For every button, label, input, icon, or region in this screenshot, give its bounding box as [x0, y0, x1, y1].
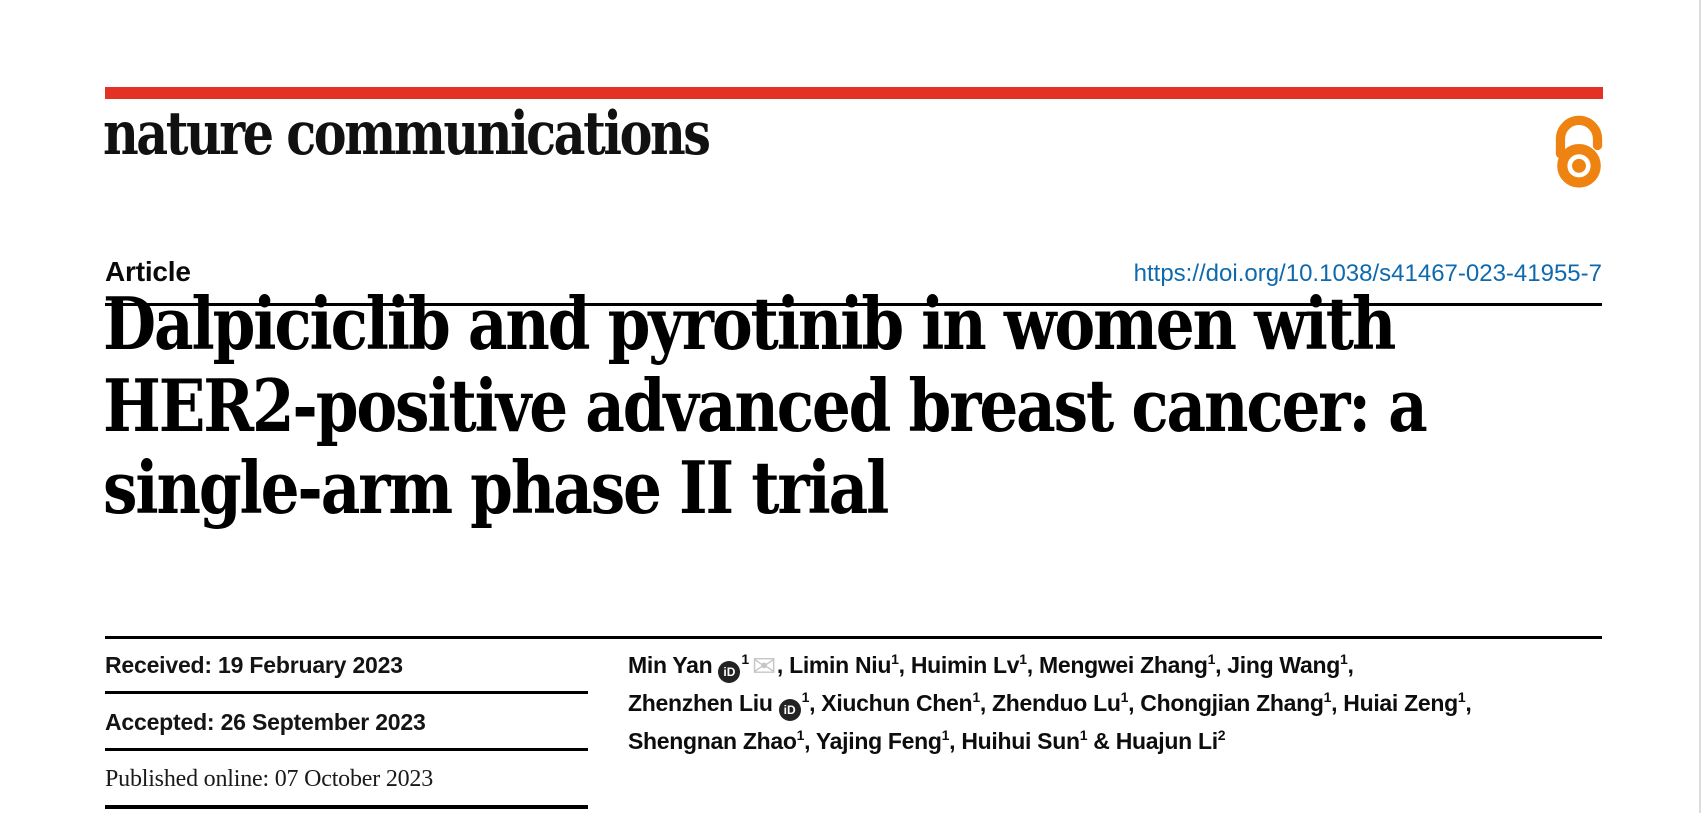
paper-title-line-1: Dalpiciclib and pyrotinib in women with	[103, 281, 1396, 366]
author-name-text: , Zhenduo Lu	[979, 690, 1121, 716]
divider-history-3	[105, 805, 588, 809]
divider-history-2	[105, 748, 588, 751]
affiliation-superscript: 1	[1019, 651, 1027, 667]
affiliation-superscript: 1	[891, 651, 899, 667]
published-date: Published online: 07 October 2023	[105, 766, 434, 792]
author-name-text: ,	[1347, 652, 1354, 678]
email-icon[interactable]: ✉	[751, 649, 776, 683]
author-line-3: Shengnan Zhao1, Yajing Feng1, Huihui Sun…	[628, 724, 1608, 762]
affiliation-superscript: 1	[972, 689, 980, 705]
article-header-row: Article https://doi.org/10.1038/s41467-0…	[105, 256, 1602, 288]
received-date: Received: 19 February 2023	[105, 652, 403, 678]
author-name-text: , Mengwei Zhang	[1026, 652, 1208, 678]
author-line-2: Zhenzhen Liu iD1, Xiuchun Chen1, Zhenduo …	[628, 686, 1608, 724]
orcid-icon[interactable]: iD	[778, 699, 801, 721]
brand-color-bar	[105, 87, 1603, 99]
divider-under-article-row	[105, 303, 1602, 306]
author-name-text: , Limin Niu	[776, 652, 892, 678]
author-name-text: , Jing Wang	[1215, 652, 1340, 678]
affiliation-superscript: 2	[1217, 727, 1226, 743]
doi-link[interactable]: https://doi.org/10.1038/s41467-023-41955…	[1133, 260, 1602, 287]
divider-history-1	[105, 691, 588, 694]
open-access-icon	[1555, 115, 1603, 188]
affiliation-superscript: 1	[1120, 689, 1129, 705]
affiliation-superscript: 1	[796, 727, 805, 743]
author-name-text: Min Yan	[628, 652, 713, 678]
paper-title: Dalpiciclib and pyrotinib in women with …	[103, 283, 1429, 529]
author-name-text: , Huiai Zeng	[1331, 690, 1458, 716]
affiliation-superscript: 1	[1339, 651, 1348, 667]
affiliation-superscript: 1	[741, 651, 749, 667]
author-name-text: , Huihui Sun	[949, 728, 1080, 754]
affiliation-superscript: 1	[1457, 689, 1466, 705]
author-name-text: , Huimin Lv	[898, 652, 1020, 678]
author-name-text: Shengnan Zhao	[628, 728, 797, 754]
affiliation-superscript: 1	[1207, 651, 1216, 667]
author-line-1: Min Yan iD1 ✉, Limin Niu1, Huimin Lv1, Men…	[628, 648, 1608, 686]
affiliation-superscript: 1	[801, 689, 810, 705]
journal-logo: nature communications	[103, 99, 711, 169]
orcid-icon[interactable]: iD	[718, 661, 741, 683]
affiliation-superscript: 1	[941, 727, 950, 743]
page-right-edge	[1699, 0, 1701, 813]
paper-title-line-3: single-arm phase II trial	[103, 445, 889, 530]
author-name-text: , Xiuchun Chen	[809, 690, 973, 716]
author-name-text: ,	[1465, 690, 1472, 716]
affiliation-superscript: 1	[1079, 727, 1088, 743]
author-list: Min Yan iD1 ✉, Limin Niu1, Huimin Lv1, Men…	[628, 648, 1608, 762]
author-name-text: , Chongjian Zhang	[1128, 690, 1324, 716]
accepted-date: Accepted: 26 September 2023	[105, 709, 426, 735]
article-type-label: Article	[105, 256, 191, 287]
paper-title-line-2: HER2-positive advanced breast cancer: a	[103, 363, 1428, 448]
author-name-text: & Huajun Li	[1087, 728, 1218, 754]
author-name-text: Zhenzhen Liu	[628, 690, 773, 716]
author-name-text: , Yajing Feng	[804, 728, 942, 754]
divider-above-history	[105, 636, 1602, 639]
affiliation-superscript: 1	[1323, 689, 1332, 705]
